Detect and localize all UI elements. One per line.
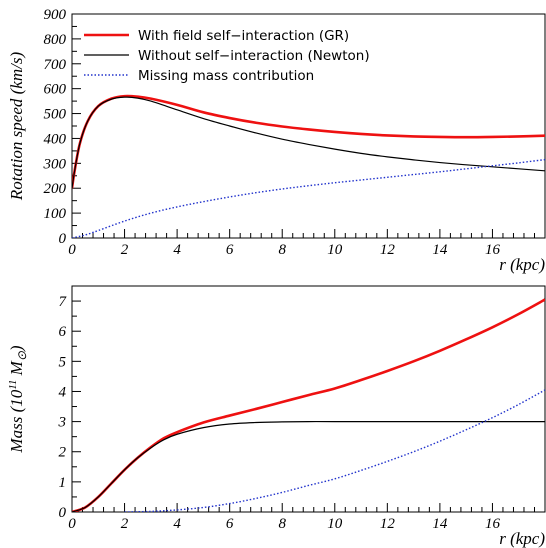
x-tick-label: 10 bbox=[327, 242, 343, 258]
speed-gr-curve bbox=[72, 94, 545, 189]
y-tick-label: 100 bbox=[44, 206, 67, 222]
x-tick-label: 6 bbox=[226, 516, 234, 532]
speed-newton-curve bbox=[72, 96, 545, 189]
rotation-speed-curves bbox=[72, 94, 545, 238]
x-tick-label: 6 bbox=[226, 242, 234, 258]
y-tick-label: 2 bbox=[59, 445, 67, 461]
x-tick-label: 12 bbox=[380, 242, 396, 258]
y-tick-label: 700 bbox=[44, 57, 67, 73]
x-tick-label: 8 bbox=[278, 516, 286, 532]
x-tick-label: 8 bbox=[278, 242, 286, 258]
x-tick-label: 2 bbox=[121, 516, 129, 532]
x-tick-label: 0 bbox=[68, 242, 76, 258]
x-tick-label: 14 bbox=[432, 242, 448, 258]
mass-ylabel-main: Mass (10 bbox=[7, 389, 26, 453]
x-tick-label: 14 bbox=[432, 516, 448, 532]
y-tick-label: 200 bbox=[44, 181, 67, 197]
x-tick-label: 2 bbox=[121, 242, 129, 258]
y-tick-label: 0 bbox=[59, 231, 67, 247]
x-tick-label: 4 bbox=[173, 516, 181, 532]
x-tick-label: 10 bbox=[327, 516, 343, 532]
mass-missing-mass-curve bbox=[124, 389, 545, 512]
mass-newton-curve bbox=[72, 420, 545, 512]
x-tick-label: 0 bbox=[68, 516, 76, 532]
y-tick-label: 300 bbox=[43, 156, 67, 172]
mass-curves bbox=[72, 298, 545, 512]
rotation-speed-y-axis-label: Rotation speed (km/s) bbox=[7, 52, 26, 202]
y-tick-label: 3 bbox=[58, 415, 67, 431]
x-tick-label: 4 bbox=[173, 242, 181, 258]
y-tick-label: 500 bbox=[44, 107, 67, 123]
x-tick-label: 16 bbox=[485, 516, 501, 532]
legend-label-gr: With field self−interaction (GR) bbox=[138, 28, 349, 44]
x-tick-label: 16 bbox=[485, 242, 501, 258]
y-tick-label: 900 bbox=[44, 7, 67, 23]
mass-plot-frame bbox=[71, 285, 546, 513]
rotation-speed-ticks: 0 2 4 6 8 10 12 14 16 0 100 200 300 400 500 600 700 800 90… bbox=[43, 7, 546, 258]
y-tick-label: 5 bbox=[59, 354, 67, 370]
mass-ylabel-unit: M bbox=[7, 360, 26, 379]
mass-y-axis-label: Mass (1011 M⊙) bbox=[7, 345, 29, 453]
rotation-speed-x-axis-label: r (kpc) bbox=[499, 255, 545, 274]
y-tick-label: 1 bbox=[59, 475, 67, 491]
rotation-speed-panel: 0 2 4 6 8 10 12 14 16 0 100 200 300 400 500 600 700 800 90… bbox=[7, 7, 546, 274]
mass-ylabel-exponent: 11 bbox=[7, 380, 19, 390]
x-tick-label: 12 bbox=[380, 516, 396, 532]
legend-label-newton: Without self−interaction (Newton) bbox=[138, 48, 370, 64]
y-tick-label: 7 bbox=[59, 294, 68, 310]
y-tick-label: 600 bbox=[44, 82, 67, 98]
y-tick-label: 0 bbox=[59, 505, 67, 521]
y-tick-label: 4 bbox=[59, 384, 67, 400]
mass-x-axis-label: r (kpc) bbox=[499, 529, 545, 548]
legend-label-missing-mass: Missing mass contribution bbox=[138, 68, 314, 84]
mass-ylabel-close: ) bbox=[7, 345, 26, 352]
mass-gr-curve bbox=[72, 298, 545, 512]
y-tick-label: 6 bbox=[59, 324, 67, 340]
y-tick-label: 800 bbox=[44, 32, 67, 48]
speed-missing-mass-curve bbox=[72, 158, 545, 238]
legend: With field self−interaction (GR) Without… bbox=[84, 28, 370, 84]
y-tick-label: 400 bbox=[44, 131, 67, 147]
mass-ylabel-subscript: ⊙ bbox=[15, 350, 29, 361]
